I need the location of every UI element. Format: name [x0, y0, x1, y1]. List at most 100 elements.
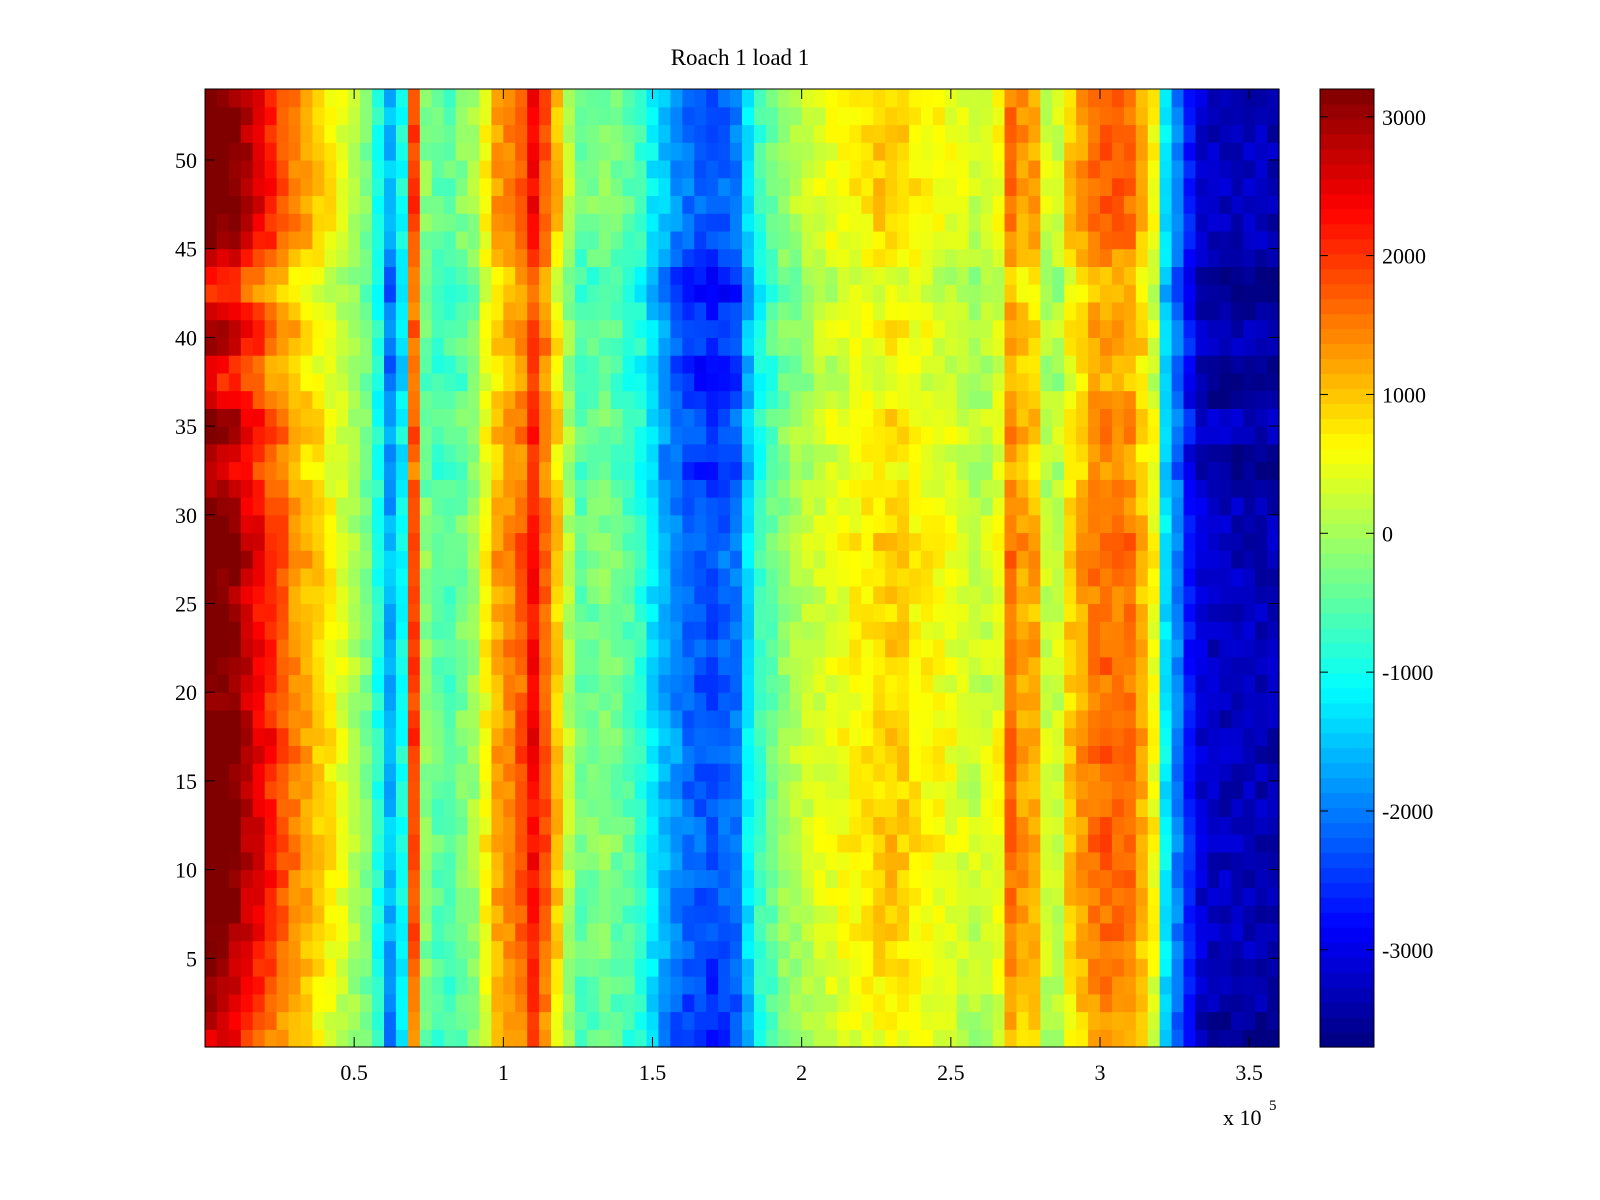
heatmap-cell: [216, 709, 230, 729]
heatmap-cell: [1159, 426, 1173, 445]
heatmap-cell: [1183, 355, 1197, 374]
heatmap-cell: [897, 780, 910, 800]
heatmap-cell: [479, 976, 492, 995]
heatmap-cell: [956, 284, 970, 303]
heatmap-cell: [1207, 869, 1220, 888]
heatmap-cell: [1111, 497, 1125, 516]
heatmap-cell: [1111, 692, 1125, 711]
heatmap-cell: [885, 248, 898, 268]
heatmap-cell: [252, 958, 266, 977]
heatmap-cell: [1016, 426, 1029, 445]
heatmap-cell: [503, 887, 516, 906]
heatmap-cell: [801, 177, 815, 197]
heatmap-cell: [384, 905, 397, 924]
heatmap-cell: [419, 763, 433, 782]
heatmap-cell: [801, 922, 815, 942]
heatmap-cell: [777, 709, 791, 729]
heatmap-cell: [885, 798, 898, 817]
heatmap-cell: [1195, 869, 1208, 888]
heatmap-cell: [228, 514, 242, 534]
heatmap-cell: [932, 372, 946, 392]
heatmap-cell: [228, 426, 242, 445]
heatmap-cell: [395, 230, 409, 250]
heatmap-cell: [551, 585, 564, 605]
heatmap-cell: [658, 798, 671, 817]
heatmap-cell: [288, 816, 302, 835]
heatmap-cell: [1028, 497, 1041, 516]
heatmap-cell: [1088, 869, 1101, 888]
heatmap-cell: [801, 514, 815, 534]
colorbar-swatch: [1320, 568, 1374, 584]
heatmap-cell: [503, 958, 516, 977]
heatmap-cell: [1004, 638, 1018, 658]
heatmap-cell: [932, 568, 946, 587]
heatmap-cell: [861, 1029, 874, 1048]
heatmap-cell: [598, 177, 612, 197]
heatmap-cell: [1171, 390, 1185, 409]
heatmap-cell: [1100, 89, 1113, 108]
heatmap-cell: [944, 869, 958, 888]
heatmap-cell: [539, 692, 552, 711]
heatmap-cell: [1219, 497, 1232, 516]
heatmap-cell: [240, 355, 254, 374]
heatmap-cell: [563, 514, 576, 534]
heatmap-cell: [1123, 709, 1137, 729]
heatmap-cell: [718, 638, 731, 658]
heatmap-cell: [718, 248, 731, 268]
heatmap-cell: [1016, 1029, 1029, 1048]
heatmap-cell: [479, 905, 492, 924]
heatmap-cell: [395, 355, 409, 374]
heatmap-cell: [264, 905, 278, 924]
heatmap-cell: [395, 337, 409, 356]
heatmap-cell: [909, 727, 922, 747]
heatmap-cell: [228, 692, 242, 711]
heatmap-cell: [622, 816, 636, 835]
heatmap-cell: [921, 905, 934, 924]
heatmap-cell: [1088, 851, 1101, 871]
heatmap-cell: [1231, 798, 1244, 817]
heatmap-cell: [1016, 461, 1029, 480]
heatmap-cell: [610, 443, 624, 463]
heatmap-cell: [694, 337, 707, 356]
heatmap-cell: [1267, 142, 1280, 161]
heatmap-cell: [1171, 550, 1185, 569]
heatmap-cell: [873, 638, 886, 658]
heatmap-cell: [1255, 195, 1268, 214]
heatmap-cell: [586, 301, 600, 321]
heatmap-cell: [598, 372, 612, 392]
heatmap-cell: [813, 230, 827, 250]
heatmap-cell: [1052, 497, 1065, 516]
heatmap-cell: [634, 1029, 648, 1048]
heatmap-cell: [228, 106, 242, 126]
heatmap-cell: [932, 408, 946, 427]
heatmap-cell: [765, 230, 779, 250]
heatmap-cell: [1076, 124, 1089, 143]
heatmap-cell: [1231, 532, 1244, 551]
heatmap-cell: [300, 550, 313, 569]
heatmap-cell: [348, 230, 361, 250]
heatmap-cell: [443, 301, 457, 321]
heatmap-cell: [1267, 656, 1280, 676]
heatmap-cell: [467, 834, 481, 853]
heatmap-cell: [909, 603, 922, 622]
heatmap-cell: [921, 497, 934, 516]
heatmap-cell: [539, 213, 552, 232]
heatmap-cell: [515, 426, 528, 445]
heatmap-cell: [1171, 106, 1185, 126]
heatmap-cell: [897, 408, 910, 427]
heatmap-cell: [1135, 780, 1149, 800]
heatmap-cell: [885, 727, 898, 747]
heatmap-cell: [753, 887, 767, 906]
y-tick-label: 50: [175, 148, 197, 173]
heatmap-cell: [216, 550, 230, 569]
heatmap-cell: [897, 142, 910, 161]
heatmap-cell: [276, 940, 290, 959]
heatmap-cell: [419, 159, 433, 179]
heatmap-cell: [455, 816, 469, 835]
heatmap-cell: [1064, 1029, 1077, 1048]
heatmap-cell: [682, 727, 695, 747]
heatmap-cell: [407, 390, 421, 409]
heatmap-cell: [216, 674, 230, 693]
heatmap-cell: [1195, 816, 1208, 835]
heatmap-cell: [419, 497, 433, 516]
